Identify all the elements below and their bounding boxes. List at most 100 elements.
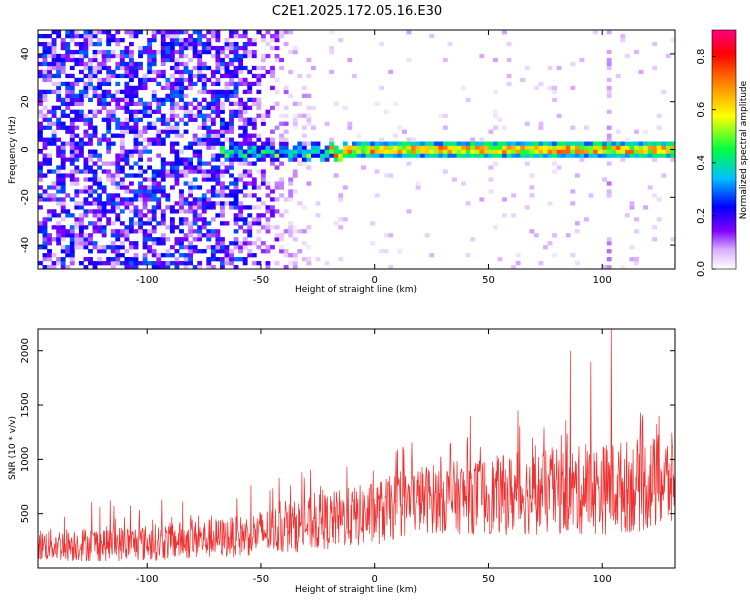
heatmap-cell (83, 213, 89, 218)
heatmap-cell (174, 157, 180, 162)
heatmap-cell (274, 209, 280, 214)
heatmap-cell (374, 169, 380, 174)
heatmap-cell (56, 241, 62, 246)
heatmap-cell (556, 153, 562, 158)
heatmap-cell (479, 149, 485, 154)
heatmap-cell (197, 165, 203, 170)
heatmap-cell (270, 225, 275, 230)
heatmap-cell (233, 265, 239, 269)
heatmap-cell (97, 225, 102, 230)
heatmap-cell (115, 213, 121, 218)
heatmap-cell (229, 129, 234, 134)
heatmap-cell (142, 253, 148, 258)
heatmap-cell (129, 241, 134, 246)
heatmap-cell (229, 165, 234, 170)
heatmap-cell (97, 185, 102, 190)
heatmap-cell (283, 41, 289, 47)
heatmap-cell (374, 145, 380, 150)
heatmap-cell (115, 153, 121, 158)
heatmap-cell (283, 149, 289, 154)
heatmap-cell (220, 201, 225, 206)
heatmap-cell (370, 221, 375, 226)
heatmap-cell (97, 41, 102, 47)
heatmap-cell (115, 193, 121, 198)
heatmap-cell (174, 201, 180, 206)
heatmap-cell (210, 129, 216, 134)
heatmap-cell (520, 149, 526, 154)
heatmap-cell (165, 161, 171, 166)
heatmap-cell (315, 145, 321, 150)
heatmap-cell (233, 141, 239, 146)
heatmap-cell (110, 37, 116, 43)
heatmap-cell (529, 229, 535, 234)
heatmap-cell (574, 145, 580, 150)
heatmap-cell (133, 257, 139, 262)
heatmap-cell (206, 77, 212, 83)
heatmap-cell (274, 233, 280, 238)
heatmap-cell (151, 33, 157, 39)
heatmap-cell (147, 61, 153, 67)
heatmap-cell (402, 149, 407, 154)
heatmap-cell (493, 145, 498, 150)
heatmap-cell (420, 141, 426, 146)
heatmap-cell (147, 233, 153, 238)
heatmap-cell (215, 137, 221, 142)
heatmap-cell (65, 125, 71, 130)
heatmap-cell (129, 225, 134, 230)
heatmap-cell (38, 261, 43, 266)
heatmap-cell (51, 169, 57, 174)
heatmap-cell (411, 153, 416, 158)
heatmap-cell (119, 201, 125, 206)
heatmap-cell (270, 157, 275, 162)
heatmap-cell (220, 125, 225, 130)
heatmap-cell (247, 85, 253, 91)
heatmap-cell (420, 153, 426, 158)
heatmap-cell (115, 197, 121, 202)
heatmap-cell (83, 201, 89, 206)
heatmap-cell (92, 30, 98, 35)
heatmap-cell (129, 30, 134, 35)
heatmap-cell (106, 65, 112, 71)
heatmap-cell (197, 157, 203, 162)
heatmap-cell (160, 157, 166, 162)
heatmap-cell (529, 185, 535, 190)
heatmap-cell (220, 129, 225, 134)
heatmap-cell (83, 241, 89, 246)
heatmap-cell (56, 33, 62, 39)
heatmap-cell (88, 37, 93, 43)
heatmap-cell (565, 141, 571, 146)
heatmap-cell (51, 105, 57, 110)
heatmap-cell (88, 77, 93, 83)
heatmap-x-ticks: -100 -50 0 50 100 (136, 30, 612, 286)
heatmap-cell (634, 153, 639, 158)
heatmap-cell (242, 169, 248, 174)
heatmap-cell (51, 253, 57, 258)
heatmap-cell (65, 57, 71, 63)
heatmap-cell (634, 229, 639, 234)
heatmap-cell (74, 117, 80, 122)
heatmap-cell (110, 257, 116, 262)
heatmap-cell (83, 65, 89, 71)
heatmap-cell (147, 185, 153, 190)
heatmap-cell (42, 137, 48, 142)
heatmap-cell (147, 45, 153, 51)
heatmap-cell (206, 169, 212, 174)
heatmap-cell (233, 89, 239, 95)
heatmap-cell (229, 189, 234, 194)
heatmap-cell (188, 185, 193, 190)
heatmap-cell (106, 137, 112, 142)
heatmap-cell (78, 149, 84, 154)
heatmap-cell (119, 57, 125, 63)
heatmap-cell (238, 209, 244, 214)
heatmap-cell (424, 145, 430, 150)
heatmap-cell (138, 77, 143, 83)
heatmap-cell (165, 205, 171, 210)
heatmap-cell (397, 145, 403, 150)
heatmap-cell (256, 145, 262, 150)
heatmap-cell (210, 101, 216, 106)
heatmap-cell (210, 109, 216, 114)
heatmap-cell (251, 101, 257, 106)
heatmap-cell (133, 241, 139, 246)
heatmap-cell (165, 85, 171, 91)
heatmap-cell (242, 65, 248, 71)
